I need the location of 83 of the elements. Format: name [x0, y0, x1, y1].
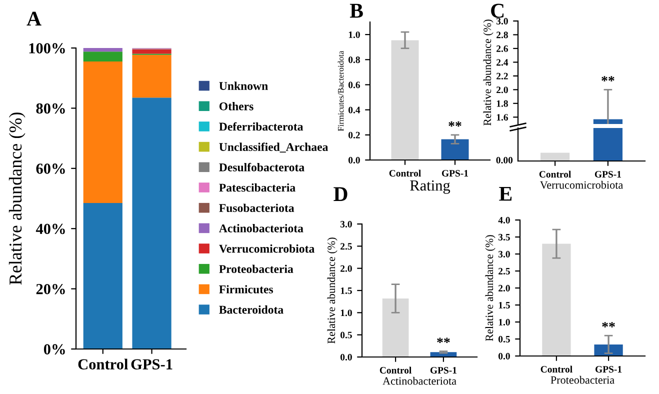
legend-label: Proteobacteria — [219, 264, 294, 274]
annotation: ** — [448, 121, 462, 127]
y-tick-label: 1.0 — [340, 310, 352, 316]
y-tick-label: 2.0 — [498, 284, 510, 292]
legend-label: Firmicutes — [219, 285, 274, 294]
bar — [83, 52, 122, 62]
x-axis-title: Actinobacteriota — [382, 376, 456, 385]
legend-label: Verrucomicrobiota — [219, 244, 314, 253]
legend-label: Bacteroidota — [219, 305, 284, 314]
x-axis-title: Proteobacteria — [550, 376, 614, 384]
chart-title: E — [499, 186, 512, 201]
y-tick-label: 40% — [36, 224, 65, 234]
y-tick-label: 1.0 — [498, 318, 510, 326]
y-tick-label: 1.6 — [496, 114, 508, 121]
annotation: ** — [437, 338, 450, 343]
y-tick-label: 0.0 — [340, 354, 352, 361]
x-tick-label: GPS-1 — [594, 171, 621, 178]
x-tick-label: Control — [539, 170, 571, 178]
y-tick-label: 2.6 — [496, 45, 508, 52]
y-axis-title: Relative abundance (%) — [8, 112, 26, 285]
y-tick-label: 0.5 — [498, 336, 510, 343]
legend-label: Fusobacteriota — [219, 204, 294, 212]
text: 0.00 — [496, 156, 513, 164]
y-tick-label: 0.6 — [348, 82, 360, 88]
y-axis-title: Relative abundance (%) — [483, 20, 494, 126]
y-tick-label: 2.8 — [496, 32, 508, 38]
y-tick-label: 0.2 — [348, 132, 360, 138]
y-tick-label: 3.0 — [498, 250, 510, 258]
x-tick-label: GPS-1 — [596, 366, 622, 373]
y-tick-label: 1.5 — [498, 302, 510, 309]
chart-title: D — [334, 187, 348, 201]
y-tick-label: 0.8 — [348, 56, 360, 64]
legend-label: Others — [219, 102, 254, 110]
y-tick-label: 0.5 — [340, 332, 352, 338]
x-tick-label: Control — [540, 366, 572, 373]
chart-title: B — [350, 4, 363, 18]
y-tick-label: 1.0 — [348, 31, 360, 38]
y-tick-label: 0.0 — [348, 156, 360, 164]
bar — [83, 203, 122, 349]
x-tick-label: GPS-1 — [430, 367, 456, 374]
x-tick-label: GPS-1 — [131, 359, 172, 370]
x-axis-title: Rating — [410, 180, 450, 194]
bar — [132, 50, 172, 54]
y-tick-label: 2.5 — [340, 243, 352, 250]
chart-title: A — [26, 12, 42, 26]
y-tick-label: 1.5 — [340, 287, 352, 294]
y-tick-label: 0% — [44, 344, 65, 354]
y-tick-label: 0.0 — [498, 352, 510, 360]
y-tick-label: 80% — [36, 103, 65, 114]
y-tick-label: 2.0 — [340, 265, 352, 272]
y-tick-label: 0.4 — [348, 106, 360, 114]
y-tick-label: 2.4 — [496, 59, 508, 66]
y-tick-label: 3.0 — [340, 220, 352, 228]
legend-label: Unclassified_Archaea — [219, 142, 328, 153]
bar — [83, 62, 122, 204]
x-axis-title: Verrucomicrobiota — [540, 180, 623, 189]
legend-label: Desulfobacterota — [219, 162, 304, 172]
y-tick-label: 2.5 — [498, 268, 510, 275]
bar — [132, 54, 172, 98]
legend-label: Patescibacteria — [219, 183, 296, 192]
y-axis-title: Firmicutes/Bacteroidota — [338, 50, 344, 132]
y-axis-title: Relative abundance (%) — [327, 238, 338, 344]
y-tick-label: 2.2 — [496, 72, 508, 80]
y-tick-label: 60% — [36, 164, 65, 174]
legend-label: Unknown — [219, 82, 268, 90]
y-tick-label: 3.5 — [498, 234, 510, 241]
legend-label: Deferribacterota — [219, 122, 304, 131]
y-tick-label: 2.0 — [496, 86, 508, 94]
annotation: ** — [602, 76, 614, 82]
x-tick-label: Control — [380, 366, 412, 374]
y-tick-label: 3.0 — [496, 18, 508, 25]
y-tick-label: 4.0 — [498, 216, 510, 224]
legend-label: Actinobacteriota — [219, 224, 304, 232]
y-tick-label: 1.8 — [496, 100, 508, 107]
bar — [83, 48, 122, 52]
y-tick-label: 100% — [29, 43, 65, 54]
y-tick-label: 20% — [36, 284, 65, 294]
annotation: ** — [602, 322, 615, 328]
x-tick-label: GPS-1 — [442, 170, 468, 177]
x-tick-label: Control — [78, 358, 128, 370]
chart-title: C — [491, 4, 504, 18]
x-tick-label: Control — [389, 170, 421, 177]
y-axis-title: Relative abundance (%) — [485, 235, 496, 342]
